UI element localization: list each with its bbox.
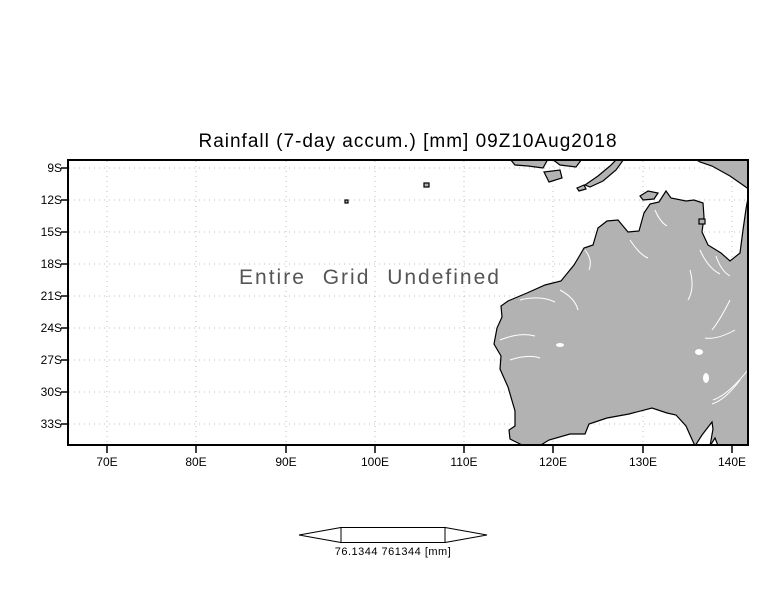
- plot-title: Rainfall (7-day accum.) [mm] 09Z10Aug201…: [198, 131, 618, 152]
- x-tick-label-90e: 90E: [275, 455, 297, 469]
- y-tick-label-18s: 18S: [40, 257, 62, 271]
- y-tick-label-30s: 30S: [40, 385, 62, 399]
- y-tick-label-15s: 15S: [40, 225, 62, 239]
- basemap-land: [344, 161, 747, 444]
- timor-island: [583, 161, 624, 188]
- flores-island: [553, 161, 582, 168]
- x-tick-label-120e: 120E: [538, 455, 568, 469]
- grid-undefined-annotation: Entire Grid Undefined: [239, 266, 501, 289]
- y-tick-label-9s: 9S: [47, 161, 62, 175]
- y-tick-label-12s: 12S: [40, 193, 62, 207]
- y-tick-label-24s: 24S: [40, 321, 62, 335]
- colorbar-right-arrow: [444, 526, 488, 544]
- x-tick-label-80e: 80E: [185, 455, 207, 469]
- colorbar-label: 76.1344 761344 [mm]: [334, 546, 452, 558]
- x-tick-label-130e: 130E: [628, 455, 658, 469]
- x-tick-label-140e: 140E: [717, 455, 747, 469]
- axis-tick-marks: [61, 167, 733, 453]
- colorbar-body: [340, 527, 446, 543]
- sumba-island: [543, 169, 563, 183]
- colorbar-left-arrow: [298, 526, 342, 544]
- australia-landmass: [493, 189, 747, 444]
- x-tick-label-110e: 110E: [450, 455, 478, 469]
- y-tick-label-27s: 27S: [40, 353, 62, 367]
- river-lines: [499, 209, 747, 405]
- tiwi-islands: [639, 190, 659, 201]
- lombok-sumbawa-islands: [510, 161, 548, 169]
- new-guinea-south-coast: [697, 161, 747, 189]
- x-tick-label-70e: 70E: [96, 455, 118, 469]
- plot-frame: [67, 159, 749, 446]
- x-tick-label-100e: 100E: [360, 455, 390, 469]
- y-tick-label-21s: 21S: [40, 289, 62, 303]
- christmas-island: [423, 182, 430, 188]
- colorbar: [298, 526, 488, 544]
- rote-island: [576, 184, 587, 192]
- y-tick-label-33s: 33S: [40, 417, 62, 431]
- salt-lakes: [556, 343, 709, 383]
- cocos-islands: [344, 199, 349, 204]
- groote-eylandt: [698, 218, 706, 225]
